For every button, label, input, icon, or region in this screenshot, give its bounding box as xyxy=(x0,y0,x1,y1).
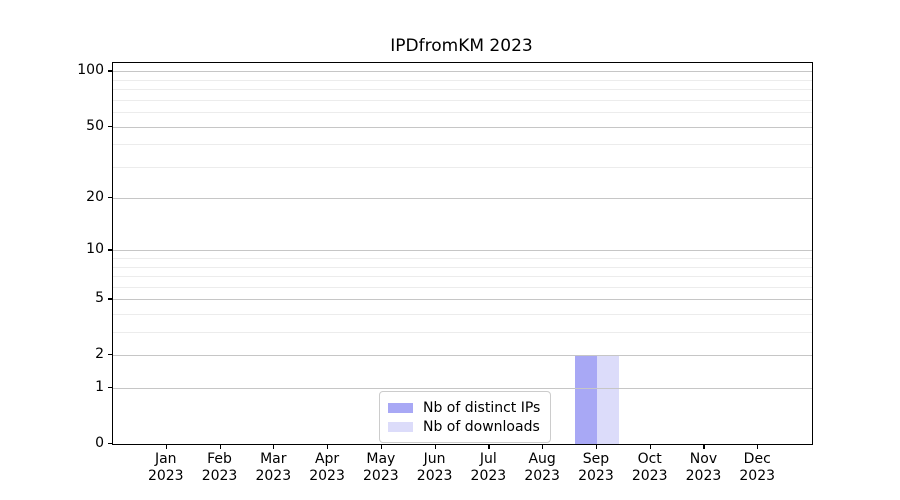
gridline-major xyxy=(113,250,812,252)
x-tick-label: Apr 2023 xyxy=(295,451,359,485)
year-label: 2023 xyxy=(363,468,399,484)
gridline-minor xyxy=(113,314,812,315)
x-tick-mark xyxy=(165,445,167,449)
x-tick-label: Mar 2023 xyxy=(241,451,305,485)
y-tick-mark xyxy=(108,197,112,199)
x-tick-label: Aug 2023 xyxy=(510,451,574,485)
legend-row: Nb of distinct IPs xyxy=(388,398,540,417)
x-tick-label: Jan 2023 xyxy=(134,451,198,485)
x-tick-mark xyxy=(757,445,759,449)
year-label: 2023 xyxy=(309,468,345,484)
y-tick-label: 100 xyxy=(77,62,104,79)
year-label: 2023 xyxy=(470,468,507,484)
y-tick-label: 5 xyxy=(95,290,104,307)
y-tick-label: 10 xyxy=(86,241,104,258)
gridline-minor xyxy=(113,79,812,81)
gridline-minor xyxy=(113,112,812,114)
gridline-minor xyxy=(113,258,812,260)
y-tick-label: 50 xyxy=(86,117,104,134)
month-label: Dec xyxy=(743,451,771,467)
month-label: Jun xyxy=(423,451,446,467)
x-tick-label: Jun 2023 xyxy=(403,451,467,485)
gridline-minor xyxy=(113,276,812,278)
legend-label: Nb of distinct IPs xyxy=(423,399,541,416)
legend-swatch xyxy=(388,402,413,413)
month-label: Mar xyxy=(260,451,287,467)
month-label: Nov xyxy=(689,451,718,467)
x-tick-mark xyxy=(595,445,598,449)
legend-swatch xyxy=(388,421,413,432)
x-tick-mark xyxy=(542,445,544,449)
gridlines-layer xyxy=(113,63,812,444)
year-label: 2023 xyxy=(578,468,614,484)
month-label: May xyxy=(366,451,396,467)
y-tick-mark xyxy=(108,354,112,356)
x-tick-label: Jul 2023 xyxy=(456,451,520,485)
year-label: 2023 xyxy=(255,468,292,484)
month-label: Apr xyxy=(314,451,340,467)
year-label: 2023 xyxy=(147,468,184,484)
x-tick-mark xyxy=(380,445,383,449)
year-label: 2023 xyxy=(524,468,560,484)
gridline-major xyxy=(113,198,812,200)
y-tick-mark xyxy=(108,387,112,389)
y-tick-label: 1 xyxy=(95,379,104,396)
x-tick-label: Sep 2023 xyxy=(564,451,628,485)
x-tick-label: May 2023 xyxy=(349,451,413,485)
gridline-minor xyxy=(113,99,812,101)
year-label: 2023 xyxy=(201,468,238,484)
month-label: Jul xyxy=(479,451,497,467)
month-label: Jan xyxy=(154,451,177,467)
gridline-minor xyxy=(113,286,812,288)
legend-label: Nb of downloads xyxy=(423,418,540,435)
x-tick-mark xyxy=(488,445,490,449)
gridline-major xyxy=(113,388,812,389)
x-tick-mark xyxy=(434,445,436,449)
bar-nb-of-downloads xyxy=(596,355,619,444)
y-tick-mark xyxy=(108,70,112,72)
y-tick-mark xyxy=(108,125,112,127)
gridline-major xyxy=(113,355,812,357)
x-tick-mark xyxy=(327,445,329,449)
gridline-minor xyxy=(113,89,812,91)
legend: Nb of distinct IPs Nb of downloads xyxy=(379,391,552,443)
x-tick-label: Oct 2023 xyxy=(618,451,682,485)
gridline-minor xyxy=(113,144,812,146)
y-tick-label: 2 xyxy=(95,346,104,363)
gridline-minor xyxy=(113,166,812,168)
bar-nb-of-distinct-ips xyxy=(574,355,597,444)
x-tick-mark xyxy=(273,445,275,449)
y-tick-mark xyxy=(108,249,112,251)
month-label: Feb xyxy=(207,451,232,467)
legend-row: Nb of downloads xyxy=(388,417,540,436)
y-tick-label: 0 xyxy=(95,435,104,451)
x-tick-label: Dec 2023 xyxy=(725,451,789,485)
gridline-minor xyxy=(113,266,812,268)
chart-title: IPDfromKM 2023 xyxy=(390,36,533,56)
gridline-major xyxy=(113,299,812,301)
y-tick-mark xyxy=(108,443,112,445)
year-label: 2023 xyxy=(416,468,453,484)
bars-layer xyxy=(113,63,812,444)
x-tick-mark xyxy=(649,445,651,449)
gridline-major xyxy=(113,71,812,73)
gridline-minor xyxy=(113,332,812,334)
month-label: Oct xyxy=(637,451,662,467)
year-label: 2023 xyxy=(631,468,668,484)
y-tick-mark xyxy=(108,298,112,300)
x-tick-mark xyxy=(703,445,705,449)
x-tick-mark xyxy=(219,445,221,449)
year-label: 2023 xyxy=(739,468,776,484)
x-tick-label: Feb 2023 xyxy=(188,451,252,485)
month-label: Aug xyxy=(528,451,556,467)
y-tick-label: 20 xyxy=(86,189,104,206)
plot-area: Nb of distinct IPs Nb of downloads xyxy=(112,62,813,445)
year-label: 2023 xyxy=(685,468,722,484)
gridline-major xyxy=(113,126,812,128)
month-label: Sep xyxy=(582,451,610,467)
x-tick-label: Nov 2023 xyxy=(671,451,735,485)
